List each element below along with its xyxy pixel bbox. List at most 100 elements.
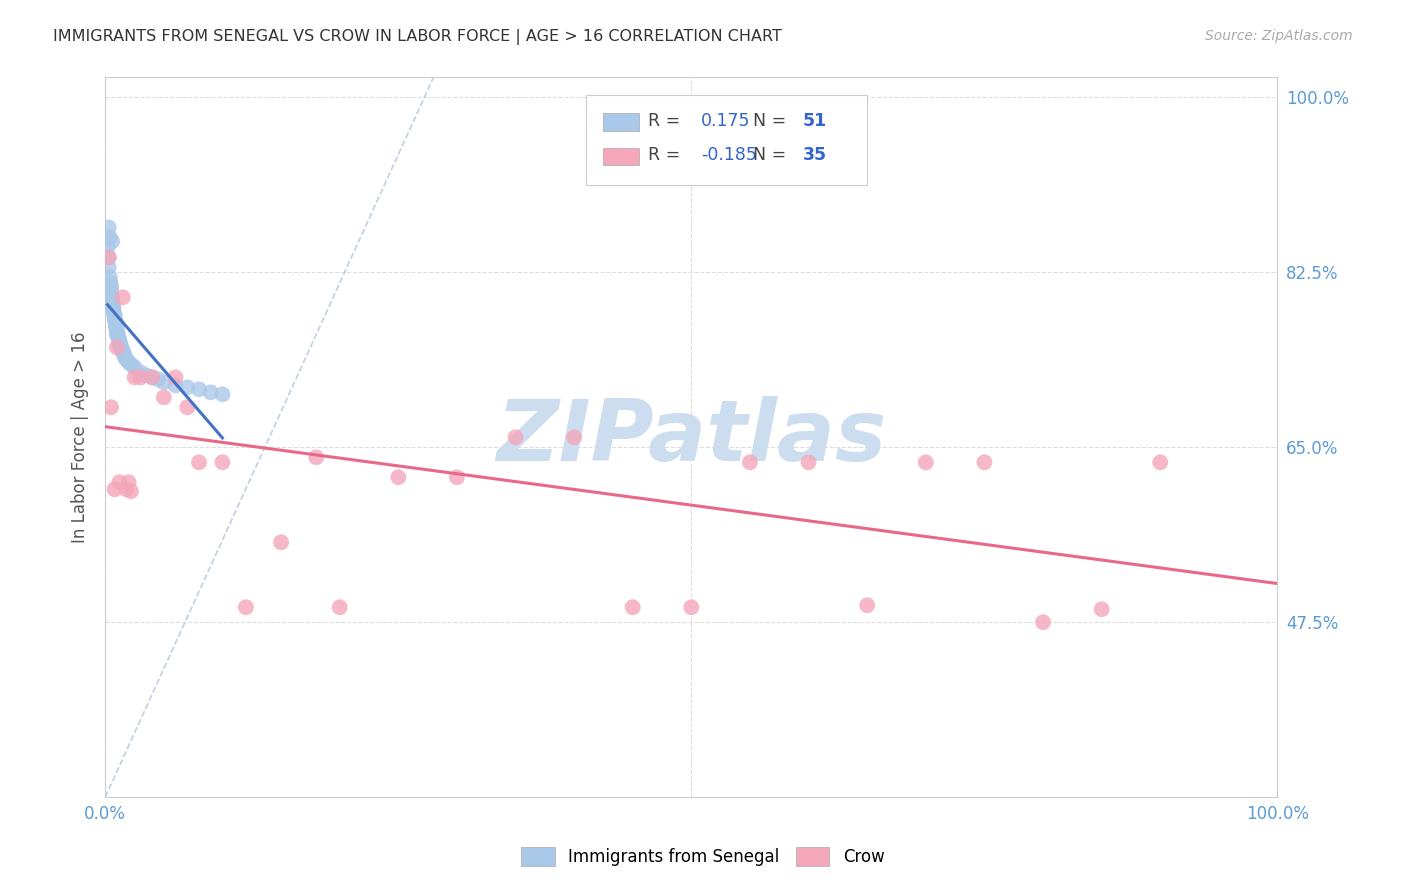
Point [108, 335, 131, 350]
Point [235, 600, 257, 615]
Point [681, 600, 703, 615]
Point [115, 352, 138, 367]
Point [100, 282, 122, 296]
Point [97, 251, 120, 265]
Point [505, 430, 527, 444]
Text: R =: R = [648, 146, 686, 164]
Point [97, 260, 120, 275]
Point [200, 385, 222, 400]
Point [104, 310, 127, 325]
Point [621, 600, 644, 615]
Point [96, 240, 118, 254]
Point [165, 370, 187, 384]
FancyBboxPatch shape [603, 113, 638, 131]
Point [305, 450, 328, 465]
Point [110, 337, 132, 351]
Point [101, 297, 124, 311]
Text: Source: ZipAtlas.com: Source: ZipAtlas.com [1205, 29, 1353, 43]
Point [146, 372, 169, 386]
Point [97, 251, 120, 265]
Point [104, 320, 127, 334]
Text: IMMIGRANTS FROM SENEGAL VS CROW IN LABOR FORCE | AGE > 16 CORRELATION CHART: IMMIGRANTS FROM SENEGAL VS CROW IN LABOR… [53, 29, 782, 45]
FancyBboxPatch shape [586, 95, 868, 186]
Text: R =: R = [648, 112, 686, 129]
Point [108, 475, 131, 490]
Point [101, 293, 124, 308]
Y-axis label: In Labor Force | Age > 16: In Labor Force | Age > 16 [72, 332, 89, 543]
Point [105, 326, 128, 340]
Point [110, 340, 132, 354]
Point [100, 278, 122, 293]
Text: N =: N = [754, 112, 792, 129]
Text: 0.175: 0.175 [700, 112, 751, 129]
Text: -0.185: -0.185 [700, 146, 756, 164]
Point [111, 343, 134, 357]
Point [211, 387, 233, 401]
Point [105, 322, 128, 336]
Point [107, 328, 129, 343]
Point [111, 345, 134, 359]
Point [112, 347, 135, 361]
Point [100, 288, 122, 302]
Point [211, 455, 233, 469]
Point [103, 302, 125, 317]
Point [797, 455, 820, 469]
Point [104, 312, 127, 326]
Point [111, 343, 134, 358]
Point [188, 382, 211, 396]
Point [141, 370, 163, 384]
Point [103, 305, 125, 319]
Point [387, 470, 409, 484]
Point [135, 368, 157, 383]
Point [562, 430, 585, 444]
Point [118, 355, 141, 369]
Point [129, 365, 152, 379]
Point [176, 401, 198, 415]
Point [97, 220, 120, 235]
Point [120, 484, 142, 499]
FancyBboxPatch shape [603, 148, 638, 165]
Text: 51: 51 [803, 112, 827, 129]
Point [105, 340, 128, 354]
Point [107, 330, 129, 344]
Point [1149, 455, 1171, 469]
Point [104, 315, 127, 329]
Point [114, 351, 136, 365]
Point [118, 475, 141, 490]
Point [101, 290, 124, 304]
Point [105, 327, 128, 342]
Point [98, 230, 121, 244]
Point [129, 370, 152, 384]
Point [153, 376, 176, 390]
Point [446, 470, 468, 484]
Legend: Immigrants from Senegal, Crow: Immigrants from Senegal, Crow [515, 840, 891, 873]
Point [270, 535, 292, 549]
Point [1091, 602, 1114, 616]
Point [1032, 615, 1054, 630]
Point [124, 370, 146, 384]
Point [103, 301, 125, 315]
Point [188, 455, 211, 469]
Point [104, 318, 127, 332]
Point [165, 378, 187, 392]
Point [153, 390, 176, 404]
Text: ZIPatlas: ZIPatlas [496, 396, 886, 479]
Point [176, 380, 198, 394]
Text: N =: N = [754, 146, 792, 164]
Text: 35: 35 [803, 146, 827, 164]
Point [108, 332, 131, 346]
Point [111, 290, 134, 304]
Point [104, 483, 127, 497]
Point [98, 276, 121, 290]
Point [104, 307, 127, 321]
Point [856, 599, 879, 613]
Point [329, 600, 352, 615]
Point [101, 235, 124, 249]
Point [914, 455, 936, 469]
Point [100, 401, 122, 415]
Point [98, 270, 121, 285]
Point [141, 370, 163, 384]
Point [738, 455, 761, 469]
Point [124, 360, 146, 375]
Point [115, 483, 138, 497]
